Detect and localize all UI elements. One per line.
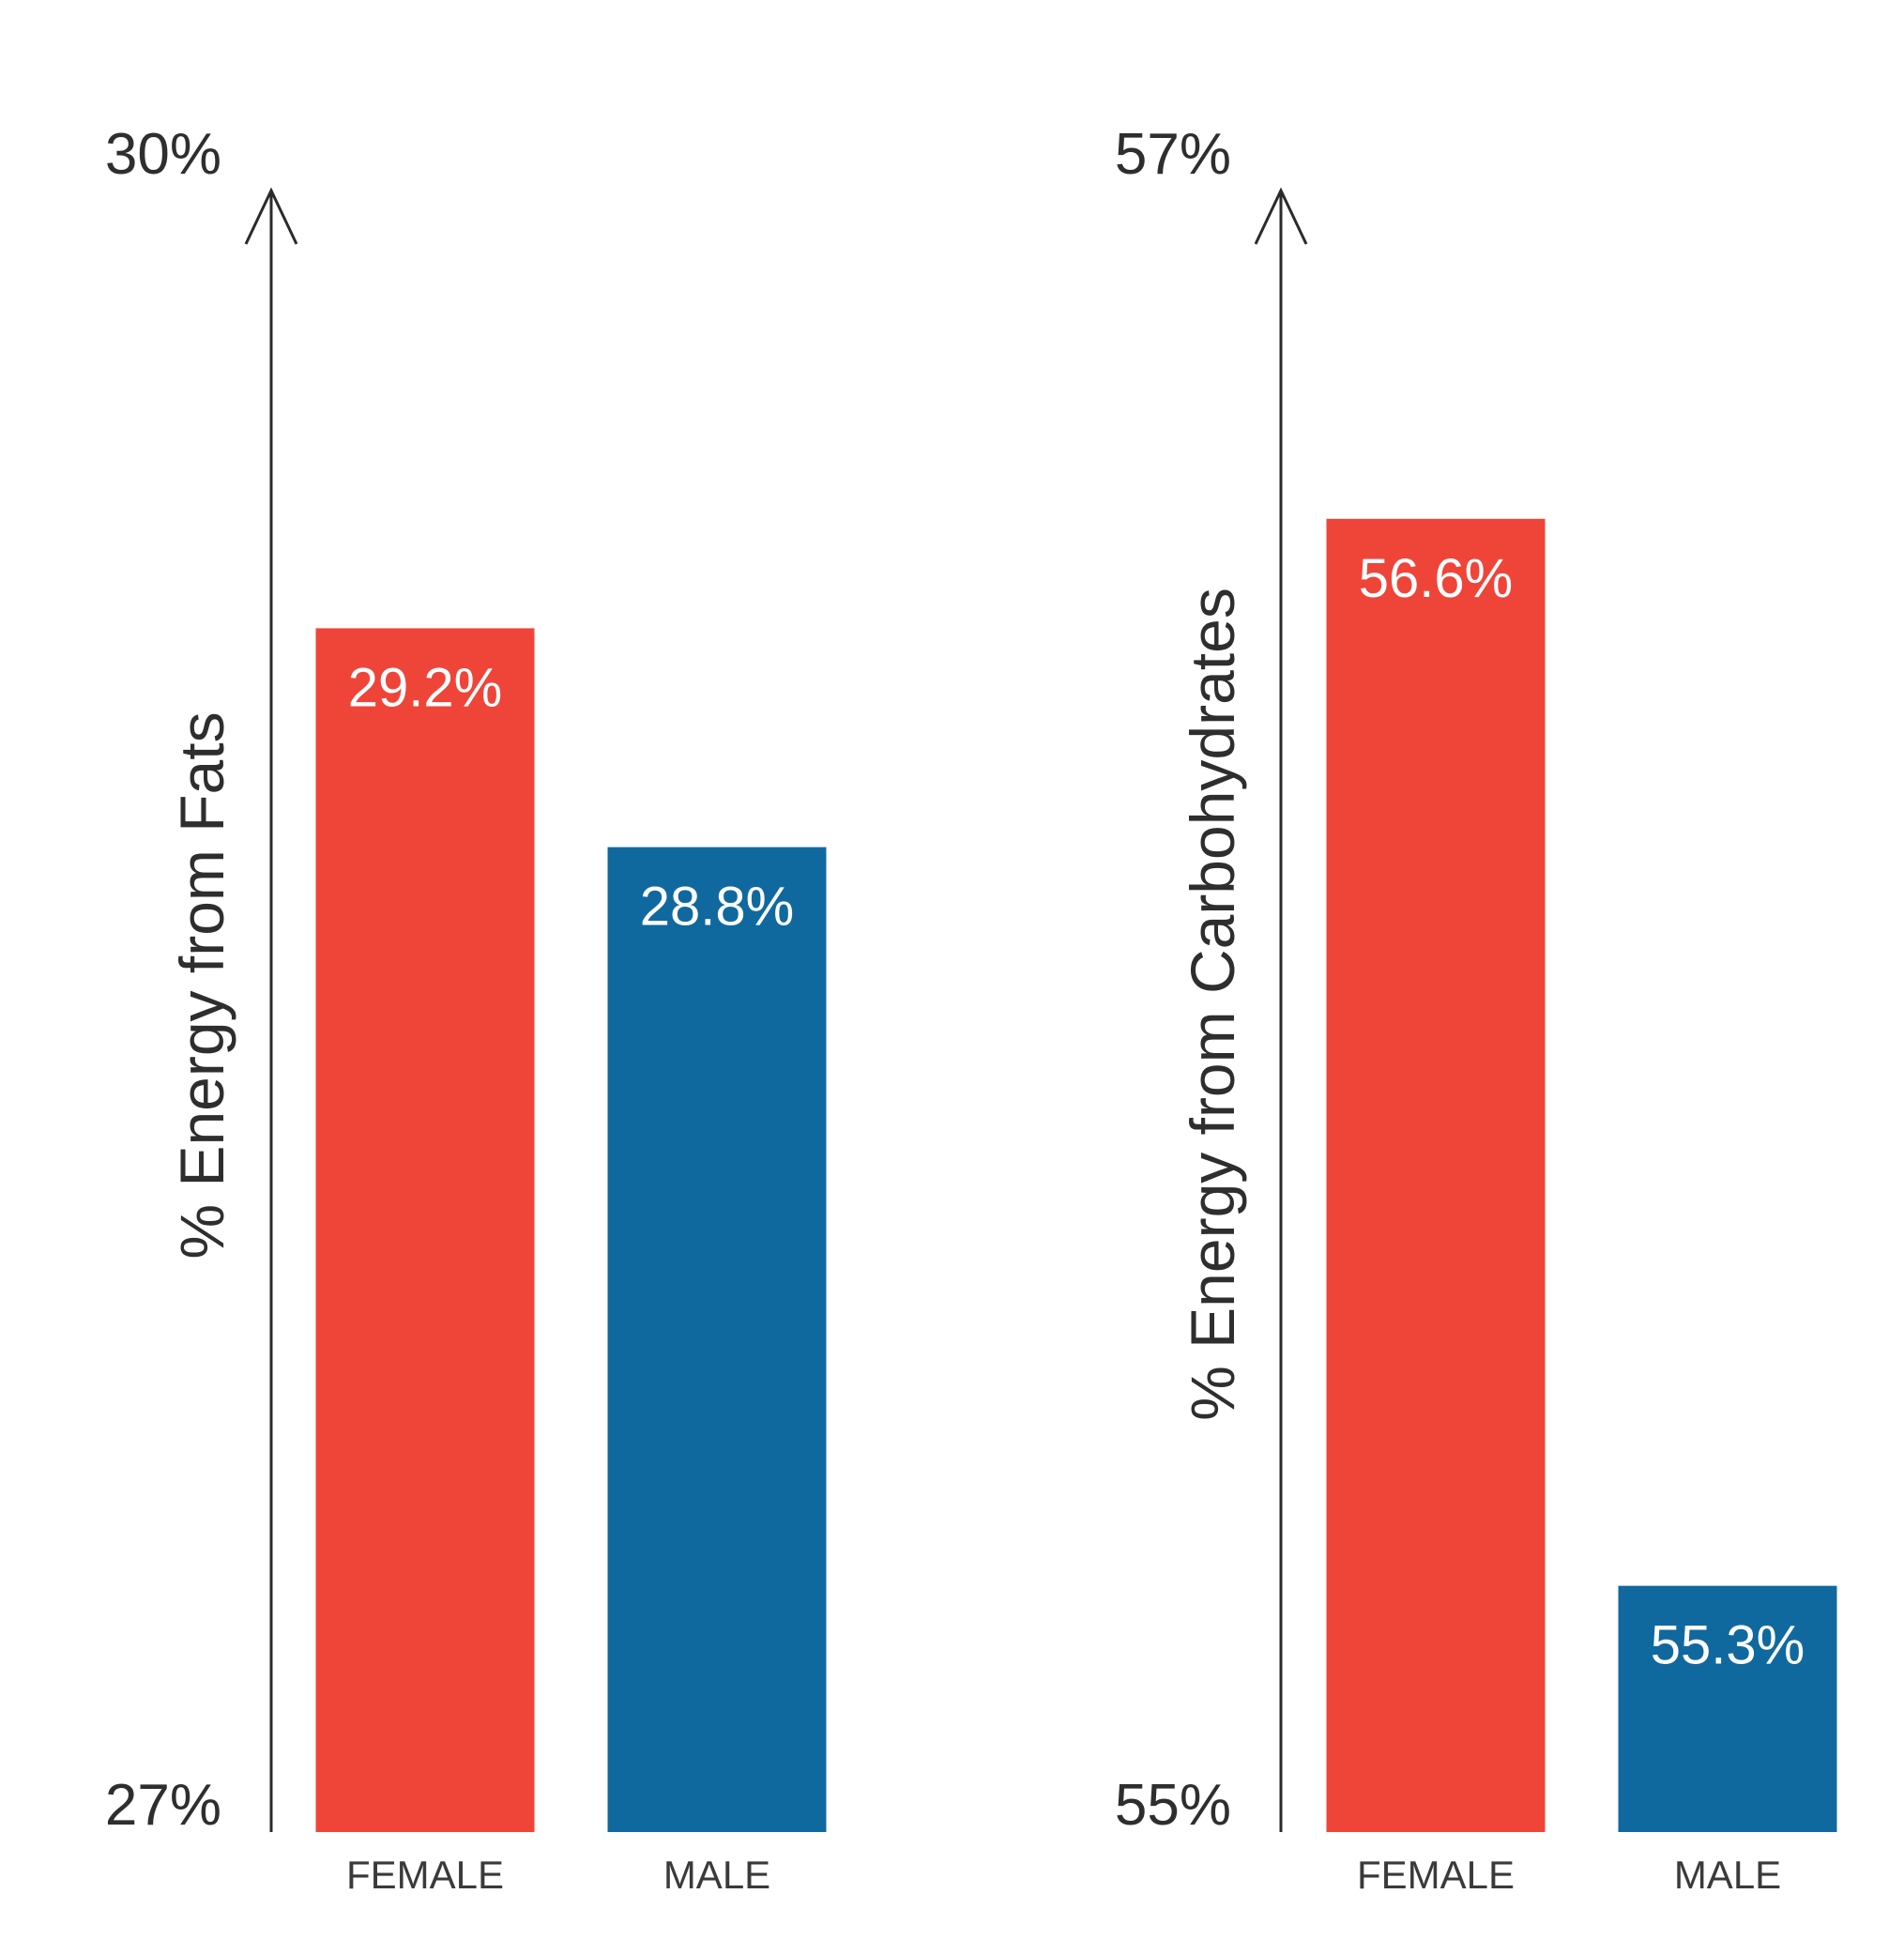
data-label-male: 28.8% — [640, 877, 794, 938]
y-axis-arrow-icon — [1254, 187, 1308, 245]
y-axis-min-label: 55% — [1115, 1773, 1231, 1838]
y-axis-max-label: 57% — [1115, 122, 1231, 187]
bar-male — [607, 847, 827, 1832]
fats-chart: 30% 27% % Energy from Fats 29.2% 28.8% FE… — [105, 122, 827, 1897]
x-axis-label-female: FEMALE — [1357, 1853, 1515, 1897]
y-axis-min-label: 27% — [105, 1773, 221, 1838]
bar-male — [1618, 1585, 1837, 1832]
y-axis-max-label: 30% — [105, 122, 221, 187]
y-axis-title: % Energy from Carbohydrates — [1178, 588, 1247, 1421]
bar-group: 56.6% 55.3% — [1326, 518, 1837, 1832]
x-axis-label-male: MALE — [1674, 1853, 1781, 1897]
x-axis-label-male: MALE — [663, 1853, 770, 1897]
bar-female — [315, 628, 535, 1832]
data-label-female: 29.2% — [348, 657, 502, 718]
bar-group: 29.2% 28.8% — [315, 628, 827, 1832]
data-label-female: 56.6% — [1359, 548, 1513, 609]
data-label-male: 55.3% — [1651, 1615, 1805, 1676]
y-axis-arrow-icon — [244, 187, 298, 245]
x-axis-label-female: FEMALE — [346, 1853, 504, 1897]
bar-female — [1326, 518, 1546, 1832]
y-axis-title: % Energy from Fats — [167, 711, 236, 1259]
carbohydrates-chart: 57% 55% % Energy from Carbohydrates 56.6… — [1115, 122, 1837, 1897]
